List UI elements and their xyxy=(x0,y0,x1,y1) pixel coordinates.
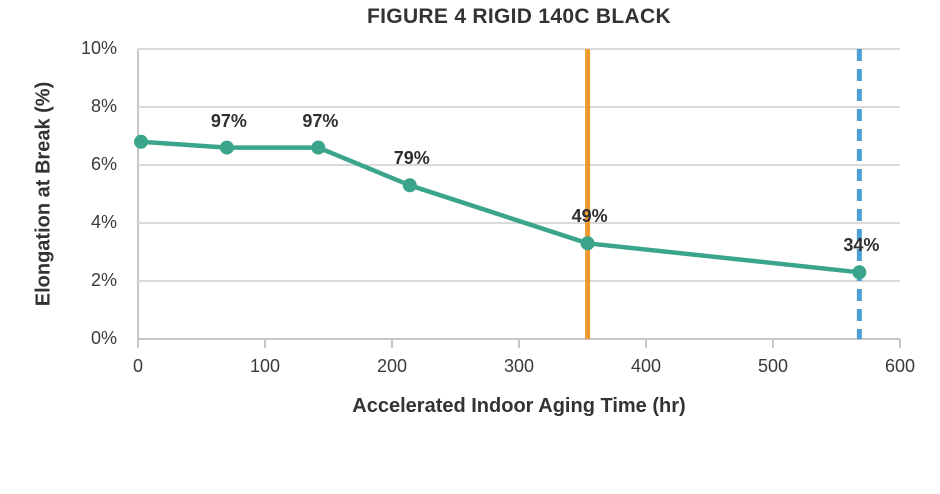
x-tick-label: 200 xyxy=(376,356,408,376)
y-tick-label: 2% xyxy=(90,270,117,290)
gridline-6pct xyxy=(138,164,900,166)
data-point-label: 79% xyxy=(393,148,430,169)
x-tick-label: 400 xyxy=(630,356,662,376)
data-point xyxy=(219,140,234,155)
x-tick-mark xyxy=(391,339,393,348)
series-plot-svg xyxy=(134,49,867,339)
data-point xyxy=(852,265,867,280)
data-point-label: 97% xyxy=(210,110,247,131)
y-tick-label: 8% xyxy=(90,96,117,116)
x-tick-label: 600 xyxy=(884,356,916,376)
data-point-label: 97% xyxy=(302,110,339,131)
x-tick-label: 0 xyxy=(132,356,143,376)
x-tick-mark xyxy=(137,339,139,348)
x-tick-mark xyxy=(772,339,774,348)
gridline-8pct xyxy=(138,106,900,108)
y-tick-label: 6% xyxy=(90,154,117,174)
plot-area: 97% 97% 79% 49% 34% xyxy=(134,48,900,340)
x-tick-label: 100 xyxy=(249,356,281,376)
y-tick-label: 0% xyxy=(90,328,117,348)
x-tick-label: 300 xyxy=(503,356,535,376)
y-tick-label: 4% xyxy=(90,212,117,232)
series-line xyxy=(138,139,862,275)
gridline-2pct xyxy=(138,280,900,282)
y-axis-line xyxy=(137,49,139,339)
x-tick-mark xyxy=(518,339,520,348)
data-point xyxy=(134,134,148,149)
data-point xyxy=(311,140,326,155)
data-point-label: 49% xyxy=(571,206,608,227)
data-point xyxy=(580,236,595,251)
data-point-label: 34% xyxy=(843,235,880,256)
data-point xyxy=(402,178,417,193)
x-tick-mark xyxy=(899,339,901,348)
y-axis-title: Elongation at Break (%) xyxy=(32,81,55,307)
legend: Figure 4 Rigid 140C Black 5 Year Aging 8… xyxy=(0,425,940,485)
x-tick-label: 500 xyxy=(757,356,789,376)
x-tick-mark xyxy=(645,339,647,348)
chart-title: FIGURE 4 RIGID 140C BLACK xyxy=(367,5,671,28)
gridline-10pct xyxy=(138,48,900,50)
x-axis-title: Accelerated Indoor Aging Time (hr) xyxy=(352,395,686,417)
y-tick-label: 10% xyxy=(80,38,117,58)
x-tick-mark xyxy=(264,339,266,348)
